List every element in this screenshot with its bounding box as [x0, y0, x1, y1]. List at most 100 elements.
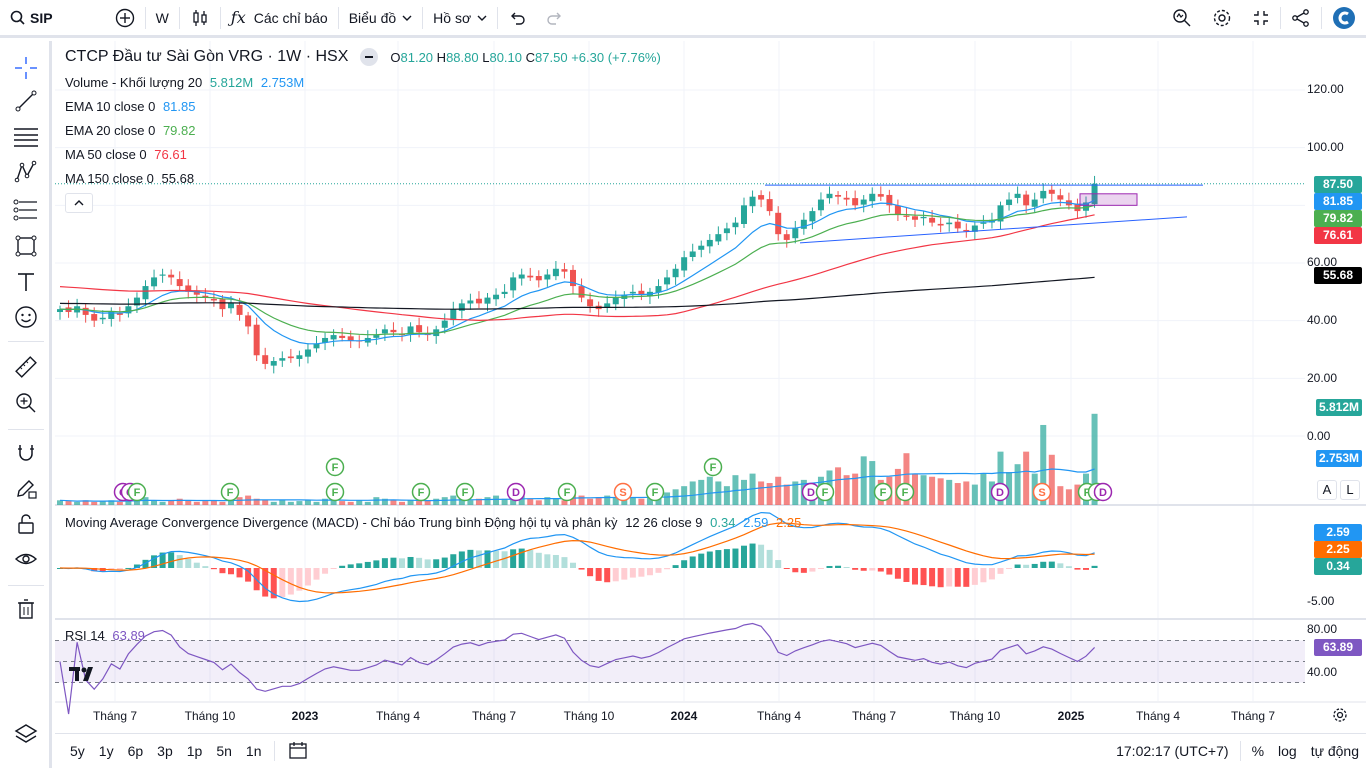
macd-histogram-bar [159, 552, 166, 568]
time-label: Tháng 4 [375, 709, 421, 723]
volume-bar [535, 500, 542, 505]
pattern-tool[interactable] [10, 156, 42, 188]
symbol-search[interactable]: SIP [0, 10, 53, 26]
emoji-tool[interactable] [10, 301, 42, 333]
ema10-legend[interactable]: EMA 10 close 0 81.85 [65, 99, 196, 114]
rsi-legend[interactable]: RSI 14 63.89 [65, 628, 145, 643]
indicators-button[interactable]: ƒx Các chỉ báo [221, 0, 338, 37]
macd-label: Moving Average Convergence Divergence (M… [65, 515, 618, 530]
visibility-tool[interactable] [10, 543, 42, 575]
event-marker-label: F [1084, 487, 1091, 499]
chart-area[interactable]: CCFFFFFDFSFDFFFDSFFDFF CTCP Đầu tư Sài G… [55, 41, 1366, 730]
macd-histogram-bar [561, 557, 568, 568]
low-value: 80.10 [489, 49, 523, 65]
share-button[interactable] [1281, 0, 1321, 37]
goto-date-button[interactable] [281, 741, 315, 762]
macd-histogram-bar [681, 560, 688, 568]
settings-button[interactable] [1202, 0, 1242, 37]
delete-tool[interactable] [10, 593, 42, 625]
candle-body [279, 358, 286, 361]
share-icon [1292, 8, 1309, 27]
chart-canvas[interactable]: CCFFFFFDFSFDFFFDSFFDFF [55, 41, 1366, 730]
range-1m[interactable]: 1p [186, 743, 203, 759]
macd-histogram-bar [399, 558, 405, 568]
time-label: Tháng 7 [471, 709, 517, 723]
trend-line-tool[interactable] [10, 85, 42, 117]
zoom-tool[interactable] [10, 387, 42, 419]
fullscreen-button[interactable] [1242, 0, 1280, 37]
volume-bar [723, 486, 730, 505]
time-label: Tháng 7 [1230, 709, 1276, 723]
candle-body [587, 299, 594, 307]
candle-body [826, 193, 833, 199]
open-label: O [390, 49, 401, 65]
range-3m[interactable]: 3p [157, 743, 173, 759]
chevron-down-icon [477, 15, 487, 21]
macd-histogram-bar [245, 568, 252, 582]
volume-bar [1074, 484, 1081, 505]
percent-scale-button[interactable]: % [1251, 743, 1265, 759]
crosshair-tool[interactable] [10, 52, 42, 84]
macd-histogram-bar [116, 568, 123, 571]
range-5y[interactable]: 5y [70, 743, 85, 759]
log-button[interactable]: log [1278, 743, 1297, 759]
measure-tool[interactable] [10, 351, 42, 383]
range-6m[interactable]: 6p [127, 743, 144, 759]
volume-bar [792, 481, 799, 505]
stay-drawing-tool[interactable] [10, 472, 42, 504]
event-marker: F [325, 457, 345, 477]
volume-bar [980, 473, 987, 505]
volume-bar [621, 498, 628, 505]
chart-settings-button[interactable] [1332, 707, 1348, 728]
macd-histogram-bar [424, 559, 431, 568]
interval-button[interactable]: W [146, 0, 179, 37]
volume-bar [399, 501, 405, 505]
quick-search-button[interactable] [1162, 0, 1202, 37]
macd-histogram-bar [407, 556, 414, 568]
ma150-legend[interactable]: MA 150 close 0 55.68 [65, 171, 194, 186]
chevron-down-icon [402, 15, 412, 21]
shape-tool[interactable] [10, 230, 42, 262]
volume-bar [287, 501, 294, 505]
zoom-in-icon [16, 393, 36, 413]
text-tool[interactable] [10, 266, 42, 298]
compare-add-button[interactable] [105, 0, 145, 37]
macd-histogram-bar [809, 568, 816, 572]
volume-legend[interactable]: Volume - Khối lượng 20 5.812M 2.753M [65, 75, 304, 90]
object-tree-button[interactable] [10, 718, 42, 750]
ema20-legend[interactable]: EMA 20 close 0 79.82 [65, 123, 196, 138]
prediction-tool[interactable] [10, 194, 42, 226]
redo-button[interactable] [536, 0, 574, 37]
undo-button[interactable] [498, 0, 536, 37]
macd-signal-value: 2.25 [776, 515, 802, 530]
range-1y[interactable]: 1y [98, 743, 114, 759]
price-tick: 120.00 [1307, 82, 1344, 96]
fib-tool[interactable] [10, 121, 42, 153]
lock-tool[interactable] [10, 508, 42, 540]
chart-type-button[interactable] [180, 0, 220, 37]
range-1d[interactable]: 1n [245, 743, 262, 759]
divider [8, 341, 44, 342]
candle-body [920, 216, 927, 219]
range-5d[interactable]: 5n [216, 743, 232, 759]
macd-legend[interactable]: Moving Average Convergence Divergence (M… [65, 515, 801, 530]
macd-histogram-bar [501, 551, 508, 568]
profile-menu-button[interactable]: Hồ sơ [423, 0, 497, 37]
clock-label[interactable]: 17:02:17 (UTC+7) [1116, 743, 1229, 759]
chart-menu-button[interactable]: Biểu đồ [339, 0, 422, 37]
legend-collapse-button[interactable] [360, 48, 379, 66]
symbol-label: SIP [30, 9, 53, 26]
candle-body [510, 277, 517, 291]
candle-body [689, 251, 696, 257]
ma50-legend[interactable]: MA 50 close 0 76.61 [65, 147, 187, 162]
auto-scale-button[interactable]: A [1317, 480, 1337, 500]
auto-button[interactable]: tự động [1310, 743, 1359, 759]
macd-histogram-bar [826, 565, 833, 568]
magnet-tool[interactable] [10, 437, 42, 469]
volume-bar [578, 495, 585, 505]
volume-bar [664, 492, 671, 505]
log-scale-button[interactable]: L [1340, 480, 1360, 500]
volume-bar [835, 467, 842, 505]
legend-toggle-button[interactable] [65, 193, 93, 213]
volume-bar [783, 484, 790, 505]
